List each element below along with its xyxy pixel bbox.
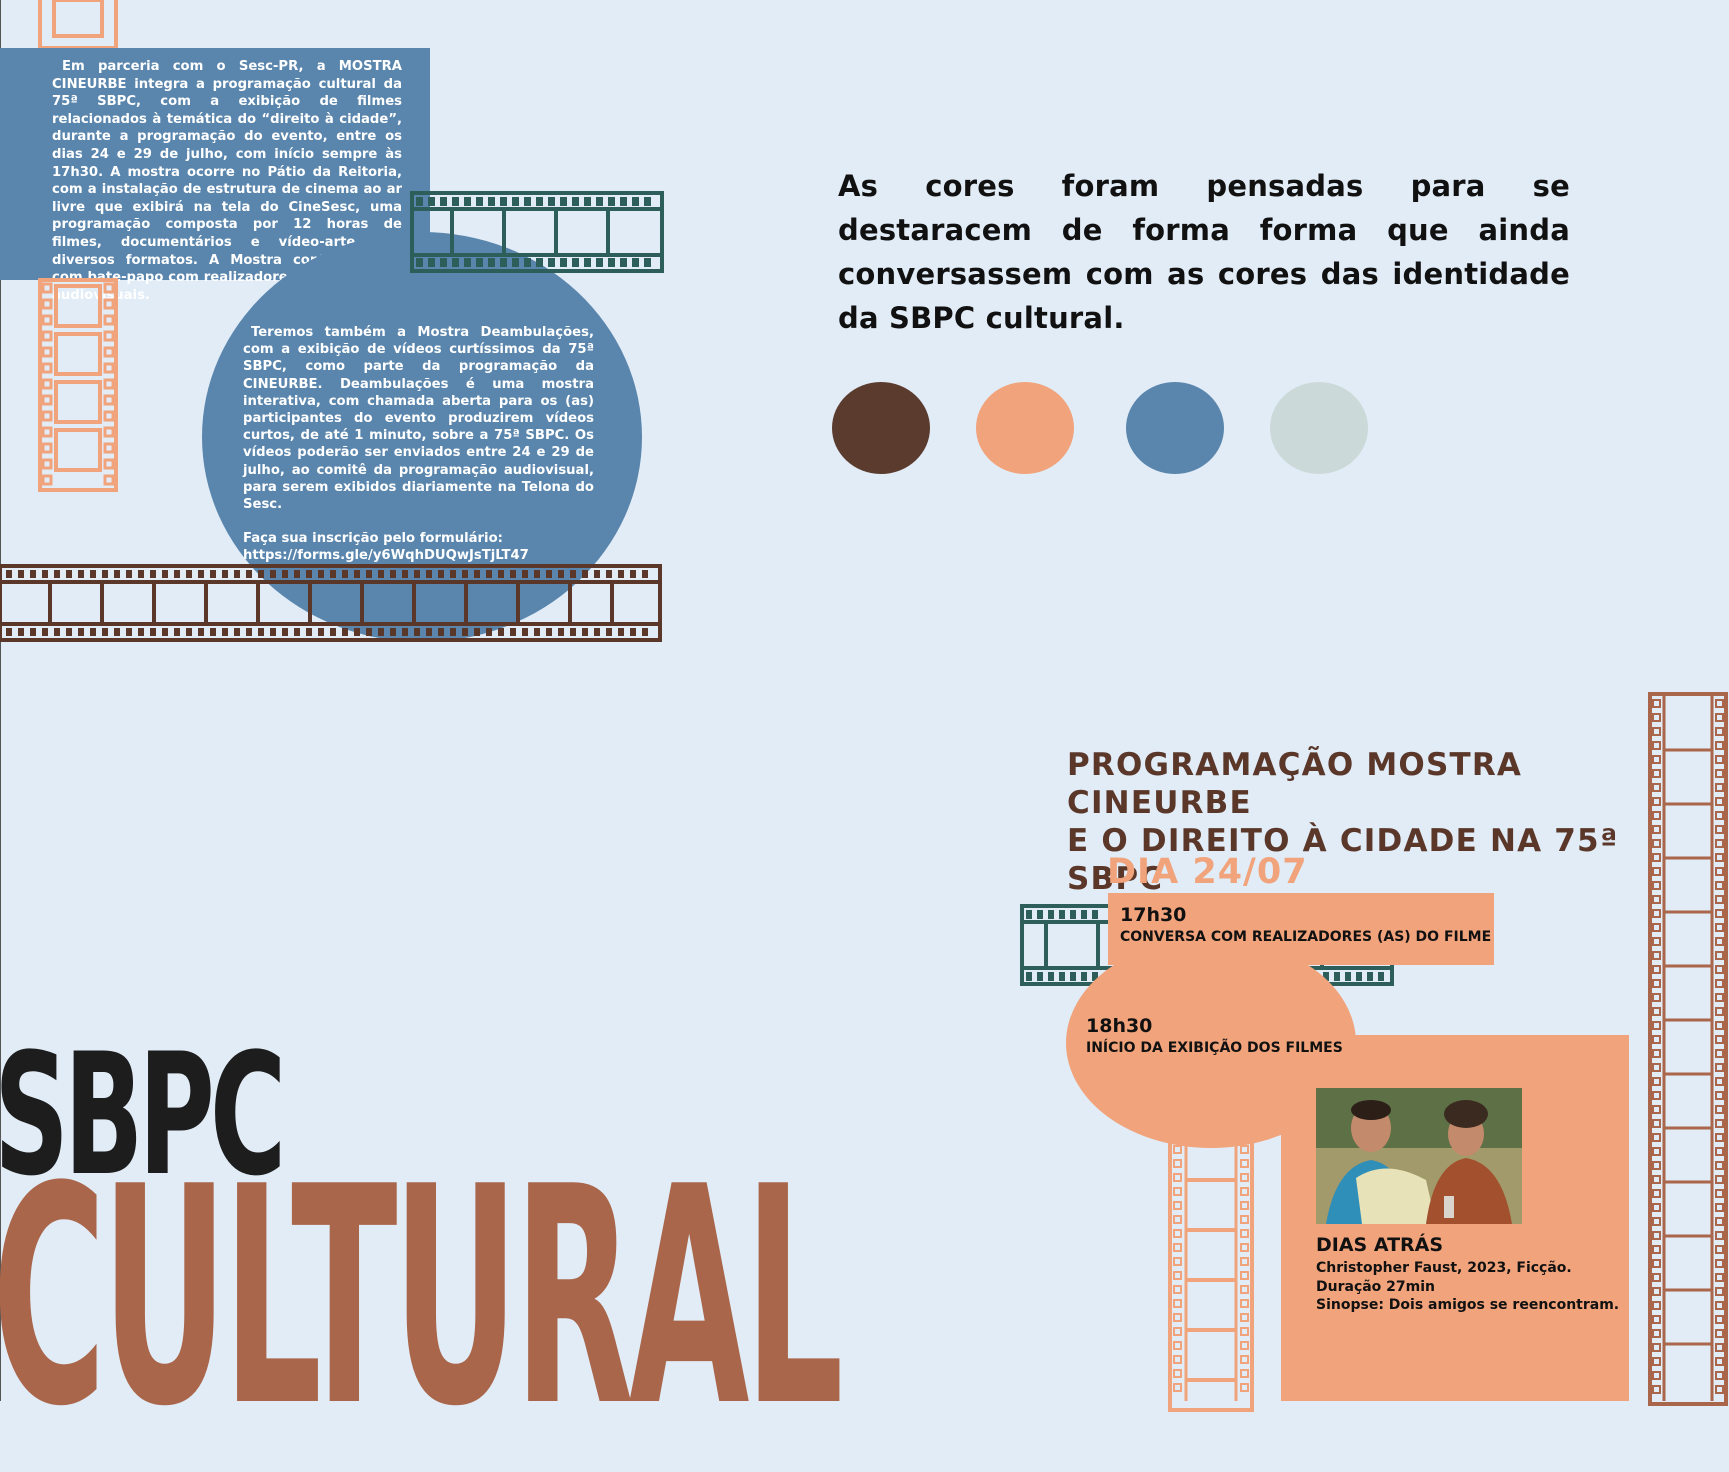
- program-item-activity: CONVERSA COM REALIZADORES (AS) DO FILME: [1120, 929, 1492, 945]
- synopsis-label: Sinopse:: [1316, 1297, 1384, 1313]
- program-item-activity: INÍCIO DA EXIBIÇÃO DOS FILMES: [1086, 1040, 1343, 1056]
- program-item-time: 17h30: [1120, 904, 1187, 926]
- color-statement: As cores foram pensadas para se destarac…: [838, 169, 1570, 335]
- film-strip-peach-bottom: [1168, 1138, 1254, 1412]
- film-synopsis: Sinopse: Dois amigos se reencontram.: [1316, 1296, 1619, 1315]
- film-still-image: [1316, 1088, 1522, 1224]
- form-link[interactable]: https://forms.gle/y6WqhDUQwJsTjLT47: [243, 548, 529, 564]
- program-title-line2: E O DIREITO À CIDADE NA 75ª SBPC: [1067, 823, 1619, 897]
- logo-sbpc: SBPC: [0, 1017, 286, 1213]
- film-strip-peach-left: [38, 278, 118, 492]
- program-item-2: 18h30 INÍCIO DA EXIBIÇÃO DOS FILMES: [1086, 1015, 1343, 1056]
- program-item-time: 18h30: [1086, 1015, 1153, 1037]
- film-credits: Christopher Faust, 2023, Ficção.: [1316, 1260, 1572, 1276]
- film-strip-brown-right: [1648, 692, 1728, 1406]
- swatch-mint: [1270, 382, 1368, 474]
- film-strip-brown: [0, 564, 662, 642]
- left-edge-rule: [0, 0, 1, 1401]
- deambulacoes-text-block: Teremos também a Mostra Deambulações, co…: [243, 324, 594, 565]
- swatch-peach: [976, 382, 1074, 474]
- program-box-1: [1108, 893, 1494, 965]
- logo-cultural: CULTURAL: [0, 1123, 844, 1472]
- swatch-blue: [1126, 382, 1224, 474]
- program-title-line1: PROGRAMAÇÃO MOSTRA CINEURBE: [1067, 747, 1523, 821]
- swatch-brown: [832, 382, 930, 474]
- film-title: DIAS ATRÁS: [1316, 1234, 1444, 1256]
- film-strip-teal-top: [410, 191, 664, 273]
- film-strip-peach-top-left: [38, 0, 118, 50]
- day-heading: DIA 24/07: [1107, 852, 1308, 892]
- program-item-1: 17h30 CONVERSA COM REALIZADORES (AS) DO …: [1120, 904, 1491, 945]
- form-label: Faça sua inscrição pelo formulário:: [243, 531, 503, 547]
- film-duration: Duração 27min: [1316, 1278, 1436, 1295]
- synopsis-text: Dois amigos se reencontram.: [1388, 1297, 1620, 1313]
- deambulacoes-paragraph: Teremos também a Mostra Deambulações, co…: [243, 325, 594, 513]
- program-title: PROGRAMAÇÃO MOSTRA CINEURBE E O DIREITO …: [1067, 746, 1637, 898]
- film-info: Christopher Faust, 2023, Ficção. Duração…: [1316, 1259, 1619, 1315]
